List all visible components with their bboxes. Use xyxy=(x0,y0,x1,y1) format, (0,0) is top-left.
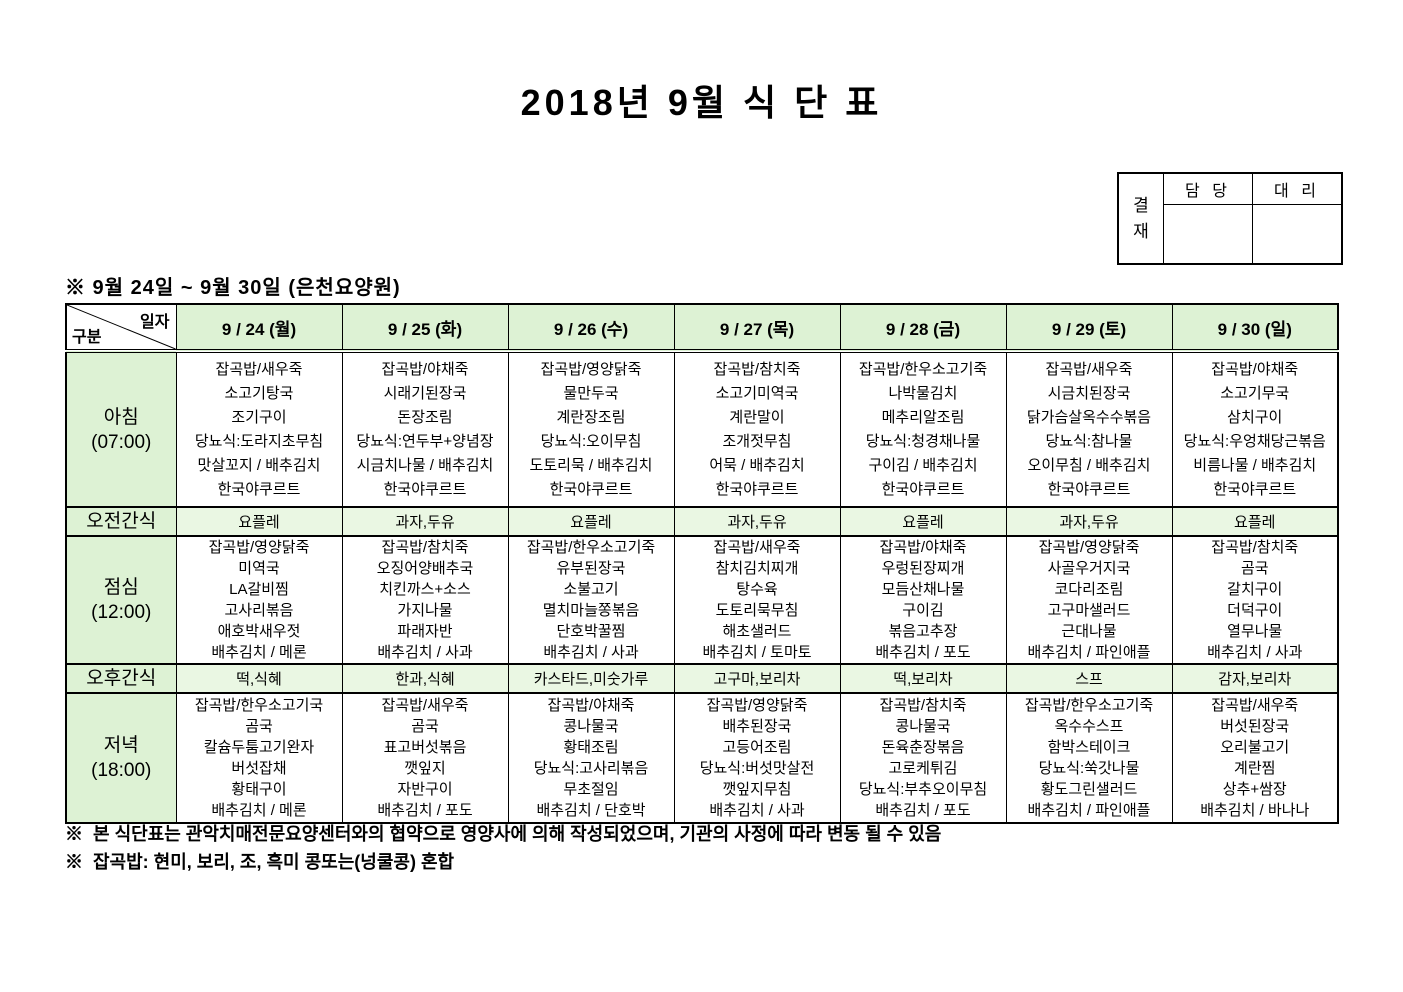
day-header: 9 / 30 (일) xyxy=(1171,303,1339,353)
meal-cell: 잡곡밥/참치죽 곰국 갈치구이 더덕구이 열무나물 배추김치 / 사과 xyxy=(1171,535,1339,665)
snack-cell: 떡,보리차 xyxy=(839,663,1007,694)
meal-cell: 잡곡밥/야채죽 콩나물국 황태조림 당뇨식:고사리볶음 무초절임 배추김치 / … xyxy=(507,692,675,824)
diagonal-divider xyxy=(67,305,176,349)
menu-table: 일자 구분 9 / 24 (월) 9 / 25 (화) 9 / 26 (수) 9… xyxy=(65,303,1339,824)
am-snack-row: 오전간식 요플레 과자,두유 요플레 과자,두유 요플레 과자,두유 요플레 xyxy=(65,506,1339,537)
row-label-lunch: 점심 (12:00) xyxy=(65,535,177,665)
snack-cell: 과자,두유 xyxy=(673,506,841,537)
day-header: 9 / 26 (수) xyxy=(507,303,675,353)
approval-box: 결 재 담 당 대 리 xyxy=(1117,172,1343,265)
footer-notes: ※ 본 식단표는 관악치매전문요양센터와의 협약으로 영양사에 의해 작성되었으… xyxy=(65,820,941,876)
day-header: 9 / 28 (금) xyxy=(839,303,1007,353)
meal-cell: 잡곡밥/새우죽 곰국 표고버섯볶음 깻잎지 자반구이 배추김치 / 포도 xyxy=(341,692,509,824)
meal-cell: 잡곡밥/새우죽 시금치된장국 닭가슴살옥수수볶음 당뇨식:참나물 오이무침 / … xyxy=(1005,350,1173,508)
meal-cell: 잡곡밥/참치죽 소고기미역국 계란말이 조개젓무침 어묵 / 배추김치 한국야쿠… xyxy=(673,350,841,508)
footer-note: ※ 잡곡밥: 현미, 보리, 조, 흑미 콩또는(넝쿨콩) 혼합 xyxy=(65,852,455,872)
meal-cell: 잡곡밥/한우소고기죽 나박물김치 메추리알조림 당뇨식:청경채나물 구이김 / … xyxy=(839,350,1007,508)
row-label-dinner: 저녁 (18:00) xyxy=(65,692,177,824)
lunch-row: 점심 (12:00) 잡곡밥/영양닭죽 미역국 LA갈비찜 고사리볶음 애호박새… xyxy=(65,535,1339,665)
snack-cell: 요플레 xyxy=(507,506,675,537)
day-header: 9 / 29 (토) xyxy=(1005,303,1173,353)
snack-cell: 요플레 xyxy=(1171,506,1339,537)
meal-cell: 잡곡밥/영양닭죽 배추된장국 고등어조림 당뇨식:버섯맛살전 깻잎지무침 배추김… xyxy=(673,692,841,824)
meal-cell: 잡곡밥/새우죽 버섯된장국 오리불고기 계란찜 상추+쌈장 배추김치 / 바나나 xyxy=(1171,692,1339,824)
approval-sign-cell-manager xyxy=(1163,204,1253,265)
snack-cell: 스프 xyxy=(1005,663,1173,694)
meal-cell: 잡곡밥/야채죽 시래기된장국 돈장조림 당뇨식:연두부+양념장 시금치나물 / … xyxy=(341,350,509,508)
approval-col-deputy: 대 리 xyxy=(1252,172,1343,205)
meal-cell: 잡곡밥/참치죽 오징어양배추국 치킨까스+소스 가지나물 파래자반 배추김치 /… xyxy=(341,535,509,665)
corner-cell: 일자 구분 xyxy=(65,303,177,353)
meal-cell: 잡곡밥/야채죽 소고기무국 삼치구이 당뇨식:우엉채당근볶음 비름나물 / 배추… xyxy=(1171,350,1339,508)
approval-col-manager: 담 당 xyxy=(1163,172,1253,205)
page-title: 2018년 9월 식 단 표 xyxy=(520,82,883,123)
meal-cell: 잡곡밥/야채죽 우렁된장찌개 모듬산채나물 구이김 볶음고추장 배추김치 / 포… xyxy=(839,535,1007,665)
snack-cell: 카스타드,미숫가루 xyxy=(507,663,675,694)
pm-snack-row: 오후간식 떡,식혜 한과,식혜 카스타드,미숫가루 고구마,보리차 떡,보리차 … xyxy=(65,663,1339,694)
meal-cell: 잡곡밥/영양닭죽 미역국 LA갈비찜 고사리볶음 애호박새우젓 배추김치 / 메… xyxy=(175,535,343,665)
meal-cell: 잡곡밥/영양닭죽 물만두국 계란장조림 당뇨식:오이무침 도토리묵 / 배추김치… xyxy=(507,350,675,508)
meal-cell: 잡곡밥/한우소고기국 곰국 칼슘두툼고기완자 버섯잡채 황태구이 배추김치 / … xyxy=(175,692,343,824)
snack-cell: 요플레 xyxy=(175,506,343,537)
meal-cell: 잡곡밥/한우소고기죽 옥수수스프 함박스테이크 당뇨식:쑥갓나물 황도그린샐러드… xyxy=(1005,692,1173,824)
corner-date-label: 일자 xyxy=(140,314,170,331)
date-range-subtitle: ※ 9월 24일 ~ 9월 30일 (은천요양원) xyxy=(65,277,401,299)
row-label-breakfast: 아침 (07:00) xyxy=(65,350,177,508)
snack-cell: 요플레 xyxy=(839,506,1007,537)
snack-cell: 한과,식혜 xyxy=(341,663,509,694)
day-header: 9 / 27 (목) xyxy=(673,303,841,353)
day-header: 9 / 24 (월) xyxy=(175,303,343,353)
footer-note: ※ 본 식단표는 관악치매전문요양센터와의 협약으로 영양사에 의해 작성되었으… xyxy=(65,824,942,844)
meal-cell: 잡곡밥/참치죽 콩나물국 돈육춘장볶음 고로케튀김 당뇨식:부추오이무침 배추김… xyxy=(839,692,1007,824)
snack-cell: 감자,보리차 xyxy=(1171,663,1339,694)
approval-stamp-label: 결 재 xyxy=(1117,172,1164,265)
breakfast-row: 아침 (07:00) 잡곡밥/새우죽 소고기탕국 조기구이 당뇨식:도라지초무침… xyxy=(65,350,1339,508)
snack-cell: 고구마,보리차 xyxy=(673,663,841,694)
corner-category-label: 구분 xyxy=(72,329,102,346)
meal-cell: 잡곡밥/영양닭죽 사골우거지국 코다리조림 고구마샐러드 근대나물 배추김치 /… xyxy=(1005,535,1173,665)
meal-cell: 잡곡밥/새우죽 소고기탕국 조기구이 당뇨식:도라지초무침 맛살꼬지 / 배추김… xyxy=(175,350,343,508)
row-label-pm-snack: 오후간식 xyxy=(65,663,177,694)
row-label-am-snack: 오전간식 xyxy=(65,506,177,537)
meal-cell: 잡곡밥/새우죽 참치김치찌개 탕수육 도토리묵무침 해초샐러드 배추김치 / 토… xyxy=(673,535,841,665)
meal-cell: 잡곡밥/한우소고기죽 유부된장국 소불고기 멸치마늘쫑볶음 단호박꿀찜 배추김치… xyxy=(507,535,675,665)
dinner-row: 저녁 (18:00) 잡곡밥/한우소고기국 곰국 칼슘두툼고기완자 버섯잡채 황… xyxy=(65,692,1339,824)
day-header: 9 / 25 (화) xyxy=(341,303,509,353)
approval-sign-cell-deputy xyxy=(1252,204,1343,265)
snack-cell: 과자,두유 xyxy=(1005,506,1173,537)
snack-cell: 떡,식혜 xyxy=(175,663,343,694)
day-header-row: 일자 구분 9 / 24 (월) 9 / 25 (화) 9 / 26 (수) 9… xyxy=(65,303,1339,353)
snack-cell: 과자,두유 xyxy=(341,506,509,537)
